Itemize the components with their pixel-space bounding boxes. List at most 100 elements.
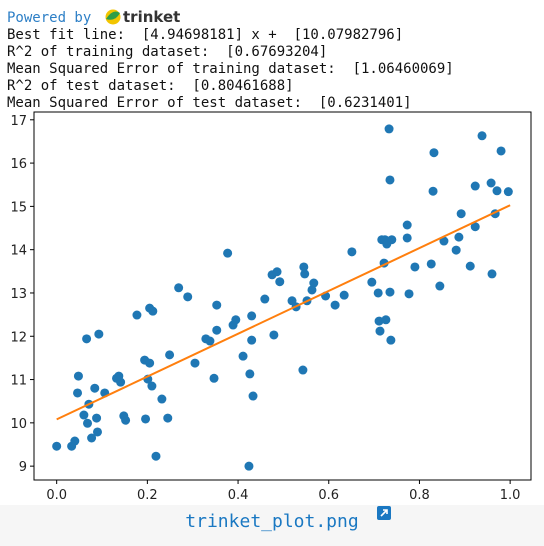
scatter-point [248, 391, 258, 401]
trinket-logo-icon [105, 9, 121, 25]
scatter-point [426, 259, 436, 269]
scatter-point [90, 383, 100, 393]
x-tick-label: 0.2 [137, 488, 158, 503]
scatter-point [165, 350, 175, 360]
scatter-point [429, 148, 439, 158]
scatter-point [87, 433, 97, 443]
scatter-point [451, 245, 461, 255]
scatter-point [145, 358, 155, 368]
y-tick-label: 12 [10, 330, 27, 345]
output-line: Best fit line: [4.94698181] x + [10.0798… [7, 27, 403, 43]
scatter-point [231, 315, 241, 325]
scatter-point [299, 262, 309, 272]
powered-by: Powered by [7, 10, 91, 26]
scatter-point [73, 388, 83, 398]
x-tick-label: 0.0 [46, 488, 67, 503]
scatter-point [114, 371, 124, 381]
scatter-point [79, 410, 89, 420]
scatter-point [347, 247, 357, 257]
scatter-point [404, 289, 414, 299]
scatter-point [374, 316, 384, 326]
x-tick-label: 0.4 [228, 488, 249, 503]
plot-link[interactable]: trinket_plot.png [185, 511, 358, 532]
scatter-point [260, 294, 270, 304]
scatter-point [307, 285, 317, 295]
fit-line [56, 204, 511, 421]
scatter-point [92, 413, 102, 423]
scatter-point [94, 329, 104, 339]
scatter-point [367, 277, 377, 287]
scatter-point [141, 414, 151, 424]
scatter-point [238, 351, 248, 361]
scatter-point [386, 335, 396, 345]
y-tick-label: 17 [10, 114, 27, 129]
scatter-point [486, 178, 496, 188]
scatter-point [82, 334, 92, 344]
scatter-point [492, 186, 502, 196]
scatter-point [244, 461, 254, 471]
footer-background [0, 505, 544, 546]
scatter-point [183, 292, 193, 302]
scatter-point [402, 220, 412, 230]
scatter-point [212, 325, 222, 335]
scatter-point [70, 436, 80, 446]
scatter-point [247, 311, 257, 321]
console-output: Best fit line: [4.94698181] x + [10.0798… [7, 27, 454, 111]
x-tick-label: 0.8 [409, 488, 430, 503]
scatter-point [92, 427, 102, 437]
scatter-point [147, 381, 157, 391]
scatter-point [387, 235, 397, 245]
plot: 9 10 11 12 13 14 15 16 17 0.0 0.2 0.4 0.6 0.8 1.0 [10, 114, 520, 503]
scatter-point [223, 248, 233, 258]
scatter-point [330, 300, 340, 310]
scatter-point [121, 415, 131, 425]
open-link-icon[interactable] [377, 506, 391, 520]
output-line: R^2 of training dataset: [0.67693204] [7, 44, 327, 60]
scatter-point [385, 287, 395, 297]
scatter-point [300, 269, 310, 279]
scatter-point [209, 373, 219, 383]
scatter-point [83, 418, 93, 428]
scatter-point [309, 278, 319, 288]
scatter-point [52, 441, 62, 451]
scatter-point [275, 277, 285, 287]
scatter-point [272, 267, 282, 277]
scatter-point [402, 233, 412, 243]
scatter-point [456, 209, 466, 219]
scatter-point [73, 371, 83, 381]
scatter-point [298, 365, 308, 375]
scatter-point [339, 290, 349, 300]
scatter-point [148, 306, 158, 316]
scatter-point [503, 187, 513, 197]
trinket-logo[interactable]: trinket [123, 8, 180, 26]
scatter-point [269, 330, 279, 340]
scatter-point [151, 451, 161, 461]
scatter-point [470, 222, 480, 232]
y-tick-label: 9 [19, 460, 27, 475]
scatter-point [212, 300, 222, 310]
scatter-point [384, 124, 394, 134]
scatter-point [205, 336, 215, 346]
y-tick-label: 11 [10, 374, 27, 389]
output-line: Mean Squared Error of test dataset: [0.6… [7, 95, 412, 111]
scatter-point [477, 131, 487, 141]
scatter-point [470, 181, 480, 191]
scatter-point [190, 358, 200, 368]
scatter-point [381, 315, 391, 325]
scatter-point [454, 232, 464, 242]
y-tick-label: 14 [10, 244, 27, 259]
scatter-point [245, 369, 255, 379]
scatter-point [410, 262, 420, 272]
output-line: Mean Squared Error of training dataset: … [7, 61, 454, 77]
scatter-point [373, 288, 383, 298]
output-line: R^2 of test dataset: [0.80461688] [7, 78, 294, 94]
scatter-point [375, 326, 385, 336]
scatter-point [435, 281, 445, 291]
y-tick-label: 16 [10, 157, 27, 172]
y-tick-label: 10 [10, 417, 27, 432]
scatter-point [496, 146, 506, 156]
axes-frame [33, 111, 532, 481]
scatter-point [465, 261, 475, 271]
